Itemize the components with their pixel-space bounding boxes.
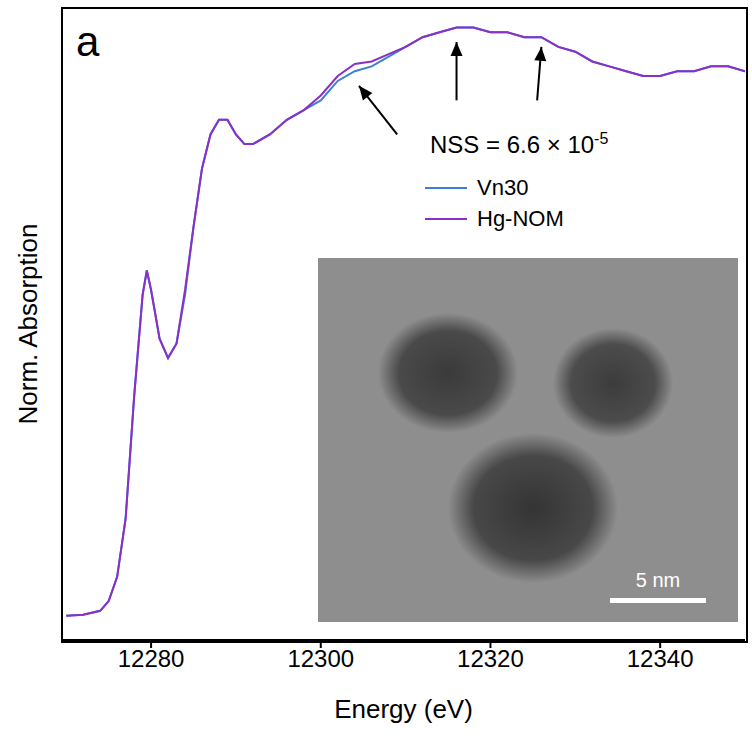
html-text:NSS = 6.6 × 10-5: NSS = 6.6 × 10-5: [430, 130, 609, 158]
html-text:Vn30: Vn30: [477, 174, 529, 200]
html-text:5 nm: 5 nm: [635, 569, 681, 591]
html-text:Hg-NOM: Hg-NOM: [477, 205, 564, 231]
html-text:Norm. Absorption: Norm. Absorption: [13, 223, 43, 425]
svg-text:Energy (eV): Energy (eV): [334, 694, 473, 724]
html-text:a: a: [76, 18, 100, 65]
svg-text:12320: 12320: [457, 645, 524, 672]
svg-text:12300: 12300: [287, 645, 354, 672]
svg-text:12340: 12340: [627, 645, 694, 672]
svg-text:12280: 12280: [118, 645, 185, 672]
